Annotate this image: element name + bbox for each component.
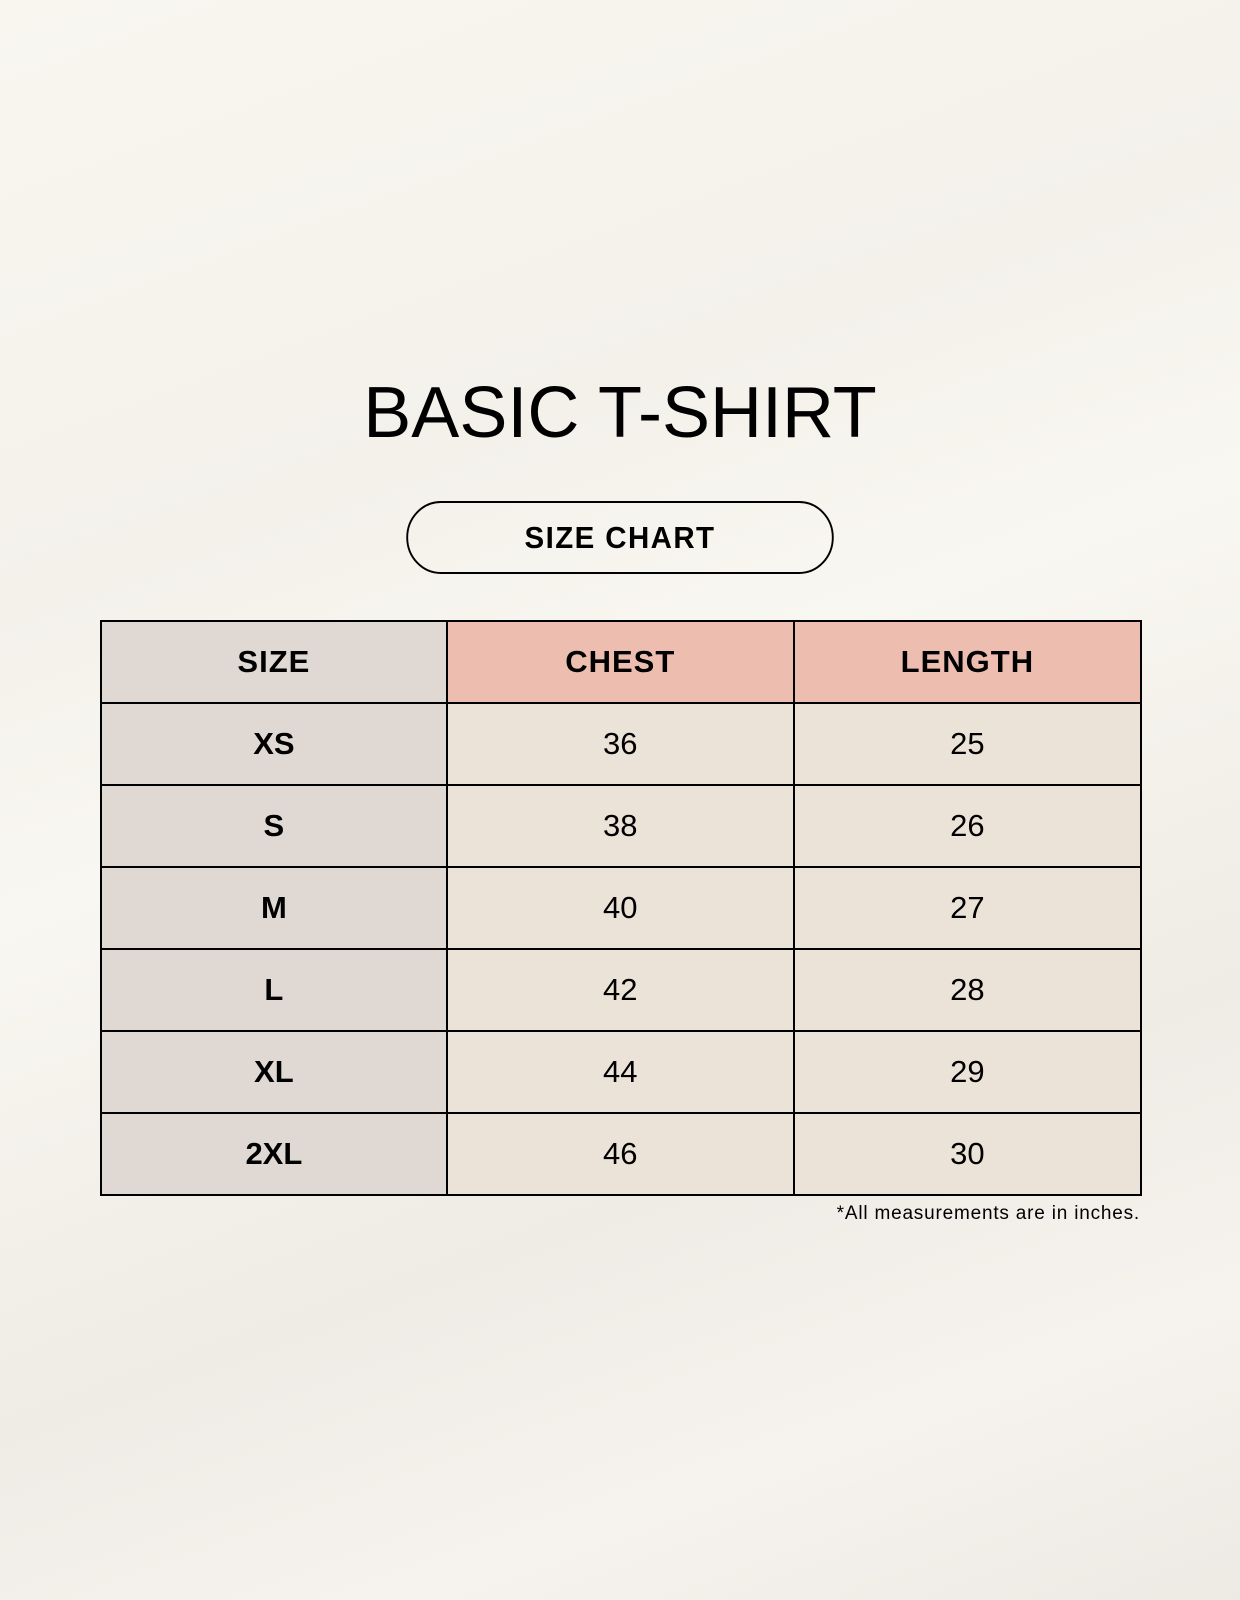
table-row: M 40 27 — [100, 866, 1143, 950]
cell-chest: 38 — [445, 784, 795, 868]
cell-size: 2XL — [100, 1112, 448, 1196]
table-row: S 38 26 — [100, 784, 1143, 868]
table-row: XL 44 29 — [100, 1030, 1143, 1114]
cell-length: 30 — [792, 1112, 1143, 1196]
size-chart-label: SIZE CHART — [406, 501, 834, 574]
header-length: LENGTH — [792, 620, 1143, 704]
cell-chest: 46 — [445, 1112, 795, 1196]
header-chest: CHEST — [445, 620, 795, 704]
size-table: SIZE CHEST LENGTH XS 36 25 S 38 26 M 40 27 L 42 28 X… — [100, 620, 1143, 1196]
cell-size: S — [100, 784, 448, 868]
page-title: BASIC T-SHIRT — [363, 373, 877, 453]
table-header-row: SIZE CHEST LENGTH — [100, 620, 1143, 704]
cell-length: 28 — [792, 948, 1143, 1032]
cell-chest: 44 — [445, 1030, 795, 1114]
header-size: SIZE — [100, 620, 448, 704]
table-row: L 42 28 — [100, 948, 1143, 1032]
cell-size: XS — [100, 702, 448, 786]
cell-length: 25 — [792, 702, 1143, 786]
cell-chest: 42 — [445, 948, 795, 1032]
table-row: 2XL 46 30 — [100, 1112, 1143, 1196]
cell-size: M — [100, 866, 448, 950]
cell-length: 27 — [792, 866, 1143, 950]
cell-length: 29 — [792, 1030, 1143, 1114]
table-row: XS 36 25 — [100, 702, 1143, 786]
footnote: *All measurements are in inches. — [836, 1203, 1140, 1224]
cell-size: XL — [100, 1030, 448, 1114]
cell-size: L — [100, 948, 448, 1032]
cell-length: 26 — [792, 784, 1143, 868]
cell-chest: 40 — [445, 866, 795, 950]
cell-chest: 36 — [445, 702, 795, 786]
